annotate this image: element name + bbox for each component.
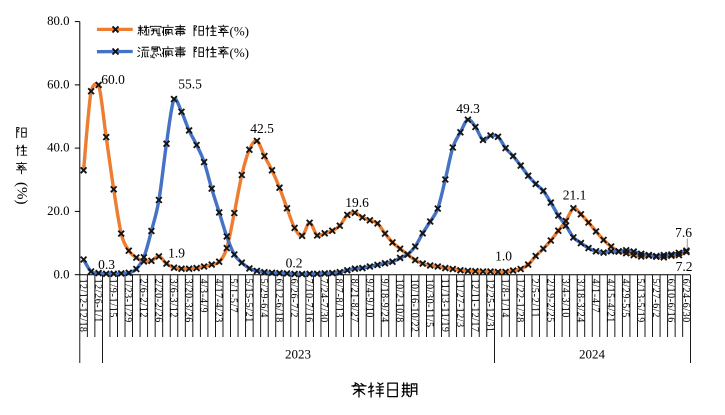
svg-text:5/13-5/19: 5/13-5/19 [635, 279, 646, 323]
svg-text:10/30-11/5: 10/30-11/5 [424, 279, 435, 328]
svg-text:10/16-10/22: 10/16-10/22 [409, 279, 420, 332]
svg-text:7/24-7/30: 7/24-7/30 [318, 279, 329, 323]
svg-text:19.6: 19.6 [345, 195, 369, 210]
svg-text:6/24-6/30: 6/24-6/30 [680, 279, 691, 323]
svg-text:5/1-5/7: 5/1-5/7 [228, 279, 239, 313]
svg-text:3/4-3/10: 3/4-3/10 [559, 279, 570, 318]
svg-text:1/8-1/14: 1/8-1/14 [499, 279, 510, 318]
svg-text:1.9: 1.9 [168, 246, 185, 261]
svg-text:(%): (%) [13, 182, 29, 205]
svg-text:4/15-4/21: 4/15-4/21 [605, 279, 616, 323]
svg-text:11/27-12/3: 11/27-12/3 [454, 279, 465, 328]
svg-text:1.0: 1.0 [495, 249, 512, 264]
svg-text:0.3: 0.3 [98, 257, 115, 272]
svg-text:9/18-9/24: 9/18-9/24 [378, 279, 389, 323]
svg-text:42.5: 42.5 [250, 121, 274, 136]
svg-text:60.0: 60.0 [47, 78, 69, 92]
svg-text:5/15-5/21: 5/15-5/21 [243, 279, 254, 323]
svg-text:12/12-12/18: 12/12-12/18 [77, 279, 88, 332]
svg-text:2/20-2/26: 2/20-2/26 [152, 279, 163, 323]
svg-text:49.3: 49.3 [456, 101, 480, 116]
svg-text:2023: 2023 [285, 347, 311, 362]
svg-text:7.6: 7.6 [675, 225, 692, 240]
svg-text:20.0: 20.0 [47, 204, 69, 218]
svg-text:7/10-7/16: 7/10-7/16 [303, 279, 314, 323]
svg-text:9/4-9/10: 9/4-9/10 [363, 279, 374, 318]
svg-text:3/18-3/24: 3/18-3/24 [574, 279, 585, 323]
svg-text:6/12-6/18: 6/12-6/18 [273, 279, 284, 323]
svg-text:11/13-11/19: 11/13-11/19 [439, 279, 450, 332]
svg-text:8/21-8/27: 8/21-8/27 [348, 279, 359, 323]
svg-text:0.2: 0.2 [286, 256, 303, 271]
svg-text:3/20-3/26: 3/20-3/26 [183, 279, 194, 323]
svg-text:2/5-2/11: 2/5-2/11 [529, 279, 540, 318]
svg-text:4/29-5/5: 4/29-5/5 [620, 279, 631, 318]
svg-text:1/22-1/28: 1/22-1/28 [514, 279, 525, 323]
svg-text:21.1: 21.1 [563, 187, 587, 202]
svg-text:5/29-6/4: 5/29-6/4 [258, 279, 269, 318]
svg-text:5/27-6/2: 5/27-6/2 [650, 279, 661, 318]
svg-text:60.0: 60.0 [101, 72, 125, 87]
svg-text:6/10-6/16: 6/10-6/16 [665, 279, 676, 323]
svg-text:2/6-2/12: 2/6-2/12 [137, 279, 148, 318]
svg-text:0.0: 0.0 [54, 267, 70, 281]
svg-text:1/9-1/15: 1/9-1/15 [107, 279, 118, 318]
svg-text:12/26-1/1: 12/26-1/1 [92, 279, 103, 323]
svg-text:80.0: 80.0 [47, 14, 69, 28]
svg-text:7.2: 7.2 [676, 259, 693, 274]
svg-text:8/7-8/13: 8/7-8/13 [333, 279, 344, 318]
svg-text:2/19-2/25: 2/19-2/25 [544, 279, 555, 323]
svg-text:1/23-1/29: 1/23-1/29 [122, 279, 133, 323]
svg-text:40.0: 40.0 [47, 141, 69, 155]
svg-text:(%): (%) [230, 23, 250, 38]
svg-text:12/11-12/17: 12/11-12/17 [469, 279, 480, 332]
svg-text:4/1-4/7: 4/1-4/7 [589, 279, 600, 313]
svg-text:2024: 2024 [579, 347, 606, 362]
svg-text:55.5: 55.5 [178, 77, 202, 92]
svg-text:3/6-3/12: 3/6-3/12 [167, 279, 178, 318]
svg-text:4/3-4/9: 4/3-4/9 [198, 279, 209, 313]
svg-text:(%): (%) [230, 45, 250, 60]
svg-text:10/2-10/8: 10/2-10/8 [394, 279, 405, 323]
svg-text:6/26-7/2: 6/26-7/2 [288, 279, 299, 318]
svg-text:12/25-12/31: 12/25-12/31 [484, 279, 495, 332]
svg-text:4/17-4/23: 4/17-4/23 [213, 279, 224, 323]
